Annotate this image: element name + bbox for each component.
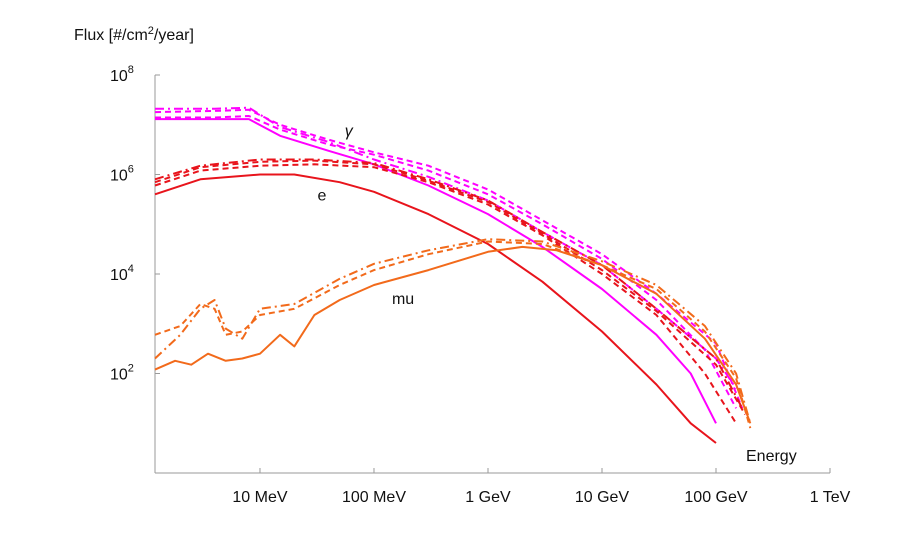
x-axis-label: Energy bbox=[746, 448, 797, 465]
curve-label: e bbox=[318, 188, 327, 205]
x-tick-label: 1 GeV bbox=[465, 489, 511, 506]
x-tick-label: 1 TeV bbox=[810, 489, 851, 506]
y-tick-label: 106 bbox=[110, 164, 134, 185]
x-tick-label: 100 GeV bbox=[684, 489, 747, 506]
y-tick-label: 102 bbox=[110, 363, 134, 384]
curve-label: mu bbox=[392, 291, 414, 308]
y-tick-label: 104 bbox=[110, 263, 134, 284]
series-line-e-7 bbox=[154, 159, 746, 416]
series-line-mu-10 bbox=[154, 238, 752, 424]
series-line-mu-9 bbox=[154, 240, 752, 429]
y-tick-label: 108 bbox=[110, 64, 134, 85]
x-tick-label: 10 MeV bbox=[232, 489, 287, 506]
series-line-gamma-3 bbox=[154, 108, 744, 409]
series-line-gamma-2 bbox=[155, 106, 737, 390]
curve-label: γ bbox=[345, 123, 354, 140]
x-tick-label: 100 MeV bbox=[342, 489, 406, 506]
series-line-gamma-0 bbox=[155, 118, 717, 424]
x-tick-label: 10 GeV bbox=[575, 489, 630, 506]
y-axis-label: Flux [#/cm2/year] bbox=[74, 25, 194, 44]
series-line-e-4 bbox=[154, 173, 717, 444]
series-line-gamma-1 bbox=[155, 115, 737, 409]
series-line-mu-8 bbox=[154, 245, 752, 424]
series-line-e-6 bbox=[154, 158, 744, 409]
